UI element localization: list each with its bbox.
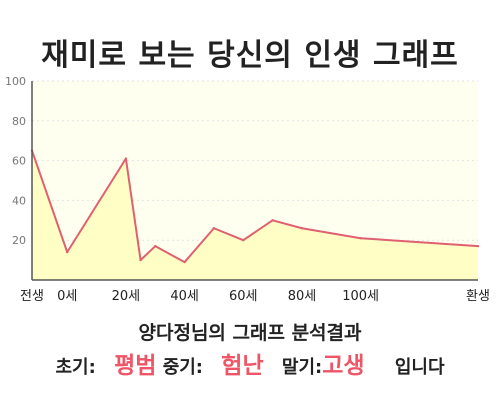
data-point	[242, 239, 245, 242]
mid-label: 중기:	[162, 357, 204, 378]
late-value: 고생	[322, 353, 365, 379]
late-label: 말기:	[281, 357, 323, 378]
y-tick-label: 100	[5, 75, 26, 88]
x-tick-label: 40세	[170, 289, 199, 304]
x-tick-label: 60세	[229, 289, 258, 304]
result-suffix: 입니다	[394, 357, 445, 378]
data-point	[212, 227, 216, 230]
y-tick-label: 20	[12, 234, 26, 247]
data-point	[154, 244, 157, 248]
series-line	[31, 150, 479, 264]
data-point	[271, 219, 274, 222]
analysis-subtitle: 양다정님의 그래프 분석결과	[138, 322, 362, 344]
y-tick-label: 60	[12, 155, 26, 168]
data-point	[183, 260, 186, 264]
x-tick-label: 80세	[288, 289, 317, 304]
mid-value: 험난	[221, 353, 264, 379]
data-point	[476, 244, 480, 248]
x-tick-label: 환생	[466, 289, 490, 304]
data-point	[359, 237, 362, 240]
y-tick-label: 40	[12, 194, 26, 207]
page-title: 재미로 보는 당신의 인생 그래프	[41, 38, 459, 73]
early-value: 평범	[114, 353, 157, 379]
x-tick-label: 20세	[112, 289, 141, 304]
data-point	[139, 258, 142, 262]
x-tick-label: 100세	[342, 289, 379, 304]
analysis-result: 초기: 평범 중기: 험난 말기:고생 입니다	[0, 346, 500, 380]
series-area	[32, 150, 478, 280]
y-tick-label: 80	[12, 115, 26, 128]
data-point	[66, 250, 69, 254]
data-point	[124, 157, 128, 160]
x-tick-label: 0세	[57, 289, 77, 304]
x-tick-label: 전생	[20, 289, 44, 304]
early-label: 초기:	[55, 357, 96, 378]
data-point	[300, 227, 304, 230]
